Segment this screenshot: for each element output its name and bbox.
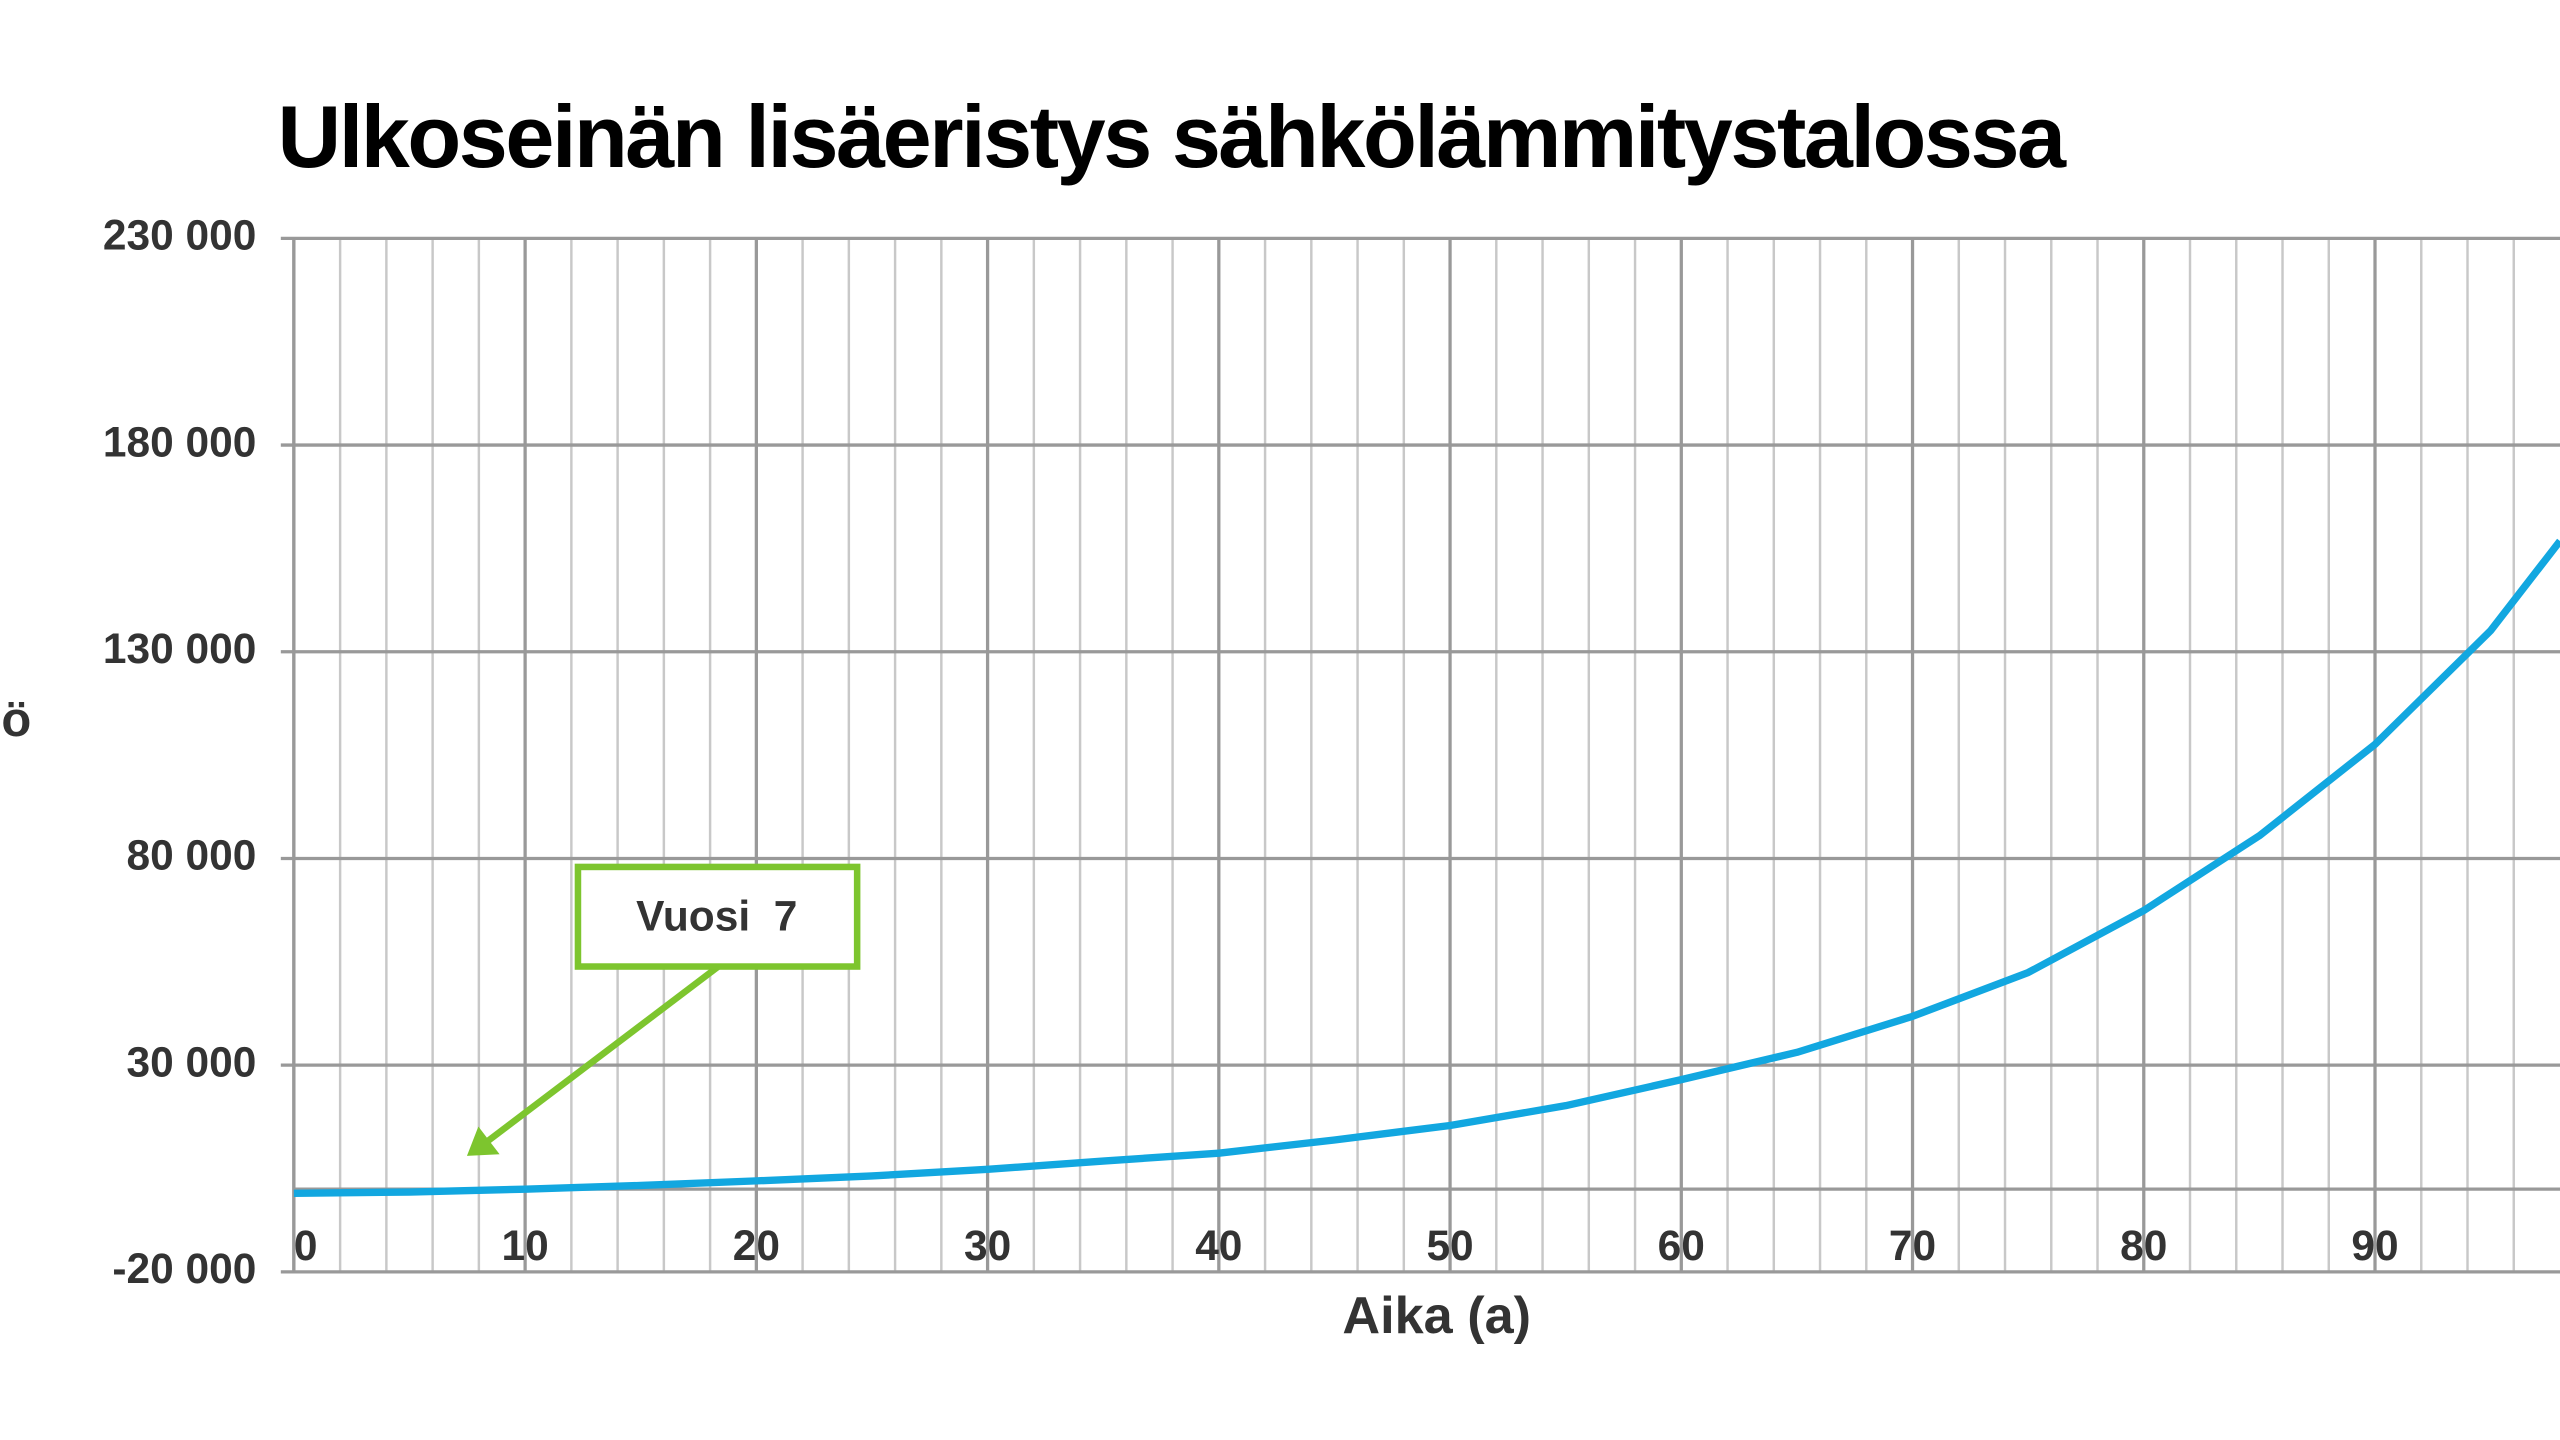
x-tick-label: 60 (1658, 1222, 1705, 1269)
annotation-arrow (481, 963, 721, 1148)
x-tick-label: 40 (1195, 1222, 1242, 1269)
annotation-box (574, 863, 861, 970)
annotation-text: Vuosi 7 (636, 892, 797, 939)
line-series (293, 538, 2560, 1197)
x-tick-label: 50 (1426, 1222, 1473, 1269)
annotation-arrowhead (466, 1126, 500, 1156)
y-tick-label: 230 000 (103, 212, 256, 259)
y-tick-label: 80 000 (127, 832, 257, 879)
y-tick-label: 180 000 (103, 418, 256, 465)
x-tick-label: 20 (733, 1222, 780, 1269)
y-axis-label: ö (1, 693, 31, 747)
x-tick-label: 70 (1889, 1222, 1936, 1269)
chart-title: Ulkoseinän lisäeristys sähkölämmitystalo… (278, 87, 2068, 186)
x-tick-label: 90 (2351, 1222, 2398, 1269)
y-tick-label: -20 000 (112, 1245, 256, 1292)
y-tick-label: 30 000 (127, 1038, 257, 1085)
x-tick-label: 0 (294, 1222, 318, 1269)
x-tick-label: 30 (964, 1222, 1011, 1269)
x-tick-label: 10 (502, 1222, 549, 1269)
y-tick-label: 130 000 (103, 625, 256, 672)
grid (280, 236, 2560, 1274)
x-axis-label: Aika (a) (1342, 1287, 1531, 1345)
x-tick-label: 80 (2120, 1222, 2167, 1269)
